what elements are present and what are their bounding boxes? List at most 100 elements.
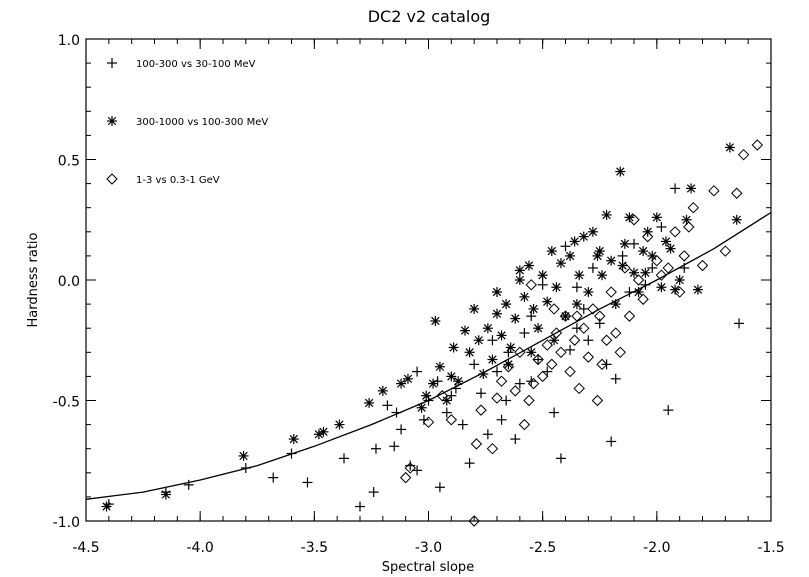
diamond-point	[632, 274, 645, 286]
asterisk-point	[496, 330, 507, 341]
plus-point	[656, 221, 667, 232]
fit-curve	[85, 211, 772, 500]
legend: 100-300 vs 30-100 MeV 300-1000 vs 100-300…	[106, 58, 268, 186]
diamond-point	[687, 201, 700, 214]
y-tick-label: -0.5	[53, 395, 80, 411]
diamond-point	[600, 334, 613, 346]
asterisk-point	[731, 214, 742, 225]
asterisk-point	[549, 335, 560, 346]
diamond-point	[436, 389, 448, 402]
diamond-point	[564, 365, 576, 378]
asterisk-point	[638, 246, 649, 257]
plus-point	[441, 407, 452, 418]
asterisk-point	[647, 250, 658, 261]
asterisk-point	[453, 376, 464, 387]
plus-point	[624, 287, 635, 298]
diamond-point	[651, 255, 663, 267]
asterisk-point	[492, 308, 502, 319]
plus-point	[617, 250, 628, 261]
diamond-point	[610, 327, 622, 339]
asterisk-point	[478, 368, 489, 379]
diamond-point	[596, 358, 608, 371]
diamond-point	[708, 185, 720, 197]
diamond-point	[582, 351, 595, 363]
diamond-point	[673, 286, 686, 298]
asterisk-point	[551, 282, 562, 293]
diamond-point	[571, 310, 583, 322]
asterisk-point	[519, 291, 530, 302]
asterisk-point	[514, 265, 525, 276]
asterisk-point	[619, 238, 630, 249]
asterisk-point	[448, 342, 459, 353]
diamond-point	[591, 394, 604, 407]
diamond-point	[486, 442, 499, 455]
plus-point	[476, 388, 487, 399]
asterisk-point	[101, 501, 112, 512]
asterisk-point	[396, 378, 407, 389]
asterisk-point	[510, 313, 521, 324]
asterisk-point	[430, 315, 441, 326]
axis-ticks	[85, 38, 772, 522]
diamond-point	[502, 361, 515, 373]
chart-title: DC2 v2 catalog	[368, 7, 491, 26]
asterisk-point	[578, 231, 589, 242]
asterisk-point	[656, 282, 667, 293]
diamond-point	[550, 327, 563, 339]
plus-point	[446, 390, 457, 401]
plus-point	[578, 303, 589, 314]
plus-point	[734, 318, 745, 329]
diamond-point	[518, 418, 531, 431]
plus-point	[679, 262, 690, 273]
asterisk-point	[542, 296, 553, 307]
asterisk-point	[583, 287, 594, 298]
diamond-point	[614, 346, 627, 359]
plus-point	[412, 465, 423, 476]
plus-point	[457, 419, 468, 430]
plot-frame	[85, 38, 772, 522]
x-tick-label: -1.5	[757, 540, 784, 556]
diamond-point	[578, 322, 590, 334]
asterisk-point	[334, 419, 345, 430]
plus-point	[501, 395, 512, 406]
y-tick-label: 0.5	[58, 154, 80, 170]
diamond-point	[527, 377, 540, 390]
diamond-point	[594, 310, 606, 322]
diamond-point	[470, 438, 483, 450]
asterisk-point	[651, 212, 662, 223]
diamond-point	[468, 515, 480, 527]
asterisk-point	[160, 489, 171, 500]
plus-point	[583, 335, 594, 346]
plus-point	[514, 378, 525, 389]
plus-point	[526, 311, 537, 322]
plus-point	[286, 448, 297, 459]
diamond-point	[669, 226, 681, 238]
plus-point	[571, 282, 582, 293]
diamond-point	[399, 471, 412, 484]
asterisk-point	[318, 426, 329, 437]
asterisk-point	[601, 209, 612, 220]
asterisk-point	[665, 243, 676, 254]
plus-point	[549, 407, 560, 418]
diamond-point	[678, 250, 690, 262]
y-tick-label: 1.0	[58, 33, 80, 49]
diamond-point	[731, 187, 743, 199]
plus-point	[469, 359, 480, 370]
legend-label: 1-3 vs 0.3-1 GeV	[136, 175, 220, 186]
plus-point	[496, 414, 507, 425]
diamond-point	[509, 385, 521, 397]
plus-point	[610, 373, 621, 384]
asterisk-point	[238, 450, 249, 461]
tick-labels: -4.5 -4.0 -3.5 -3.0 -2.5 -2.0 -1.5 -1.0 -0.5 0.0 0…	[53, 33, 785, 556]
diamond-point	[623, 310, 636, 322]
diamond-point	[548, 303, 560, 315]
x-tick-label: -2.0	[643, 540, 670, 556]
asterisk-point	[537, 270, 548, 281]
plus-point	[640, 279, 651, 290]
diamond-point	[568, 334, 581, 346]
asterisk-point	[555, 258, 566, 269]
asterisk-point	[565, 250, 576, 261]
plus-point	[487, 335, 498, 346]
diamond-point	[422, 416, 435, 428]
plus-point	[432, 376, 443, 387]
